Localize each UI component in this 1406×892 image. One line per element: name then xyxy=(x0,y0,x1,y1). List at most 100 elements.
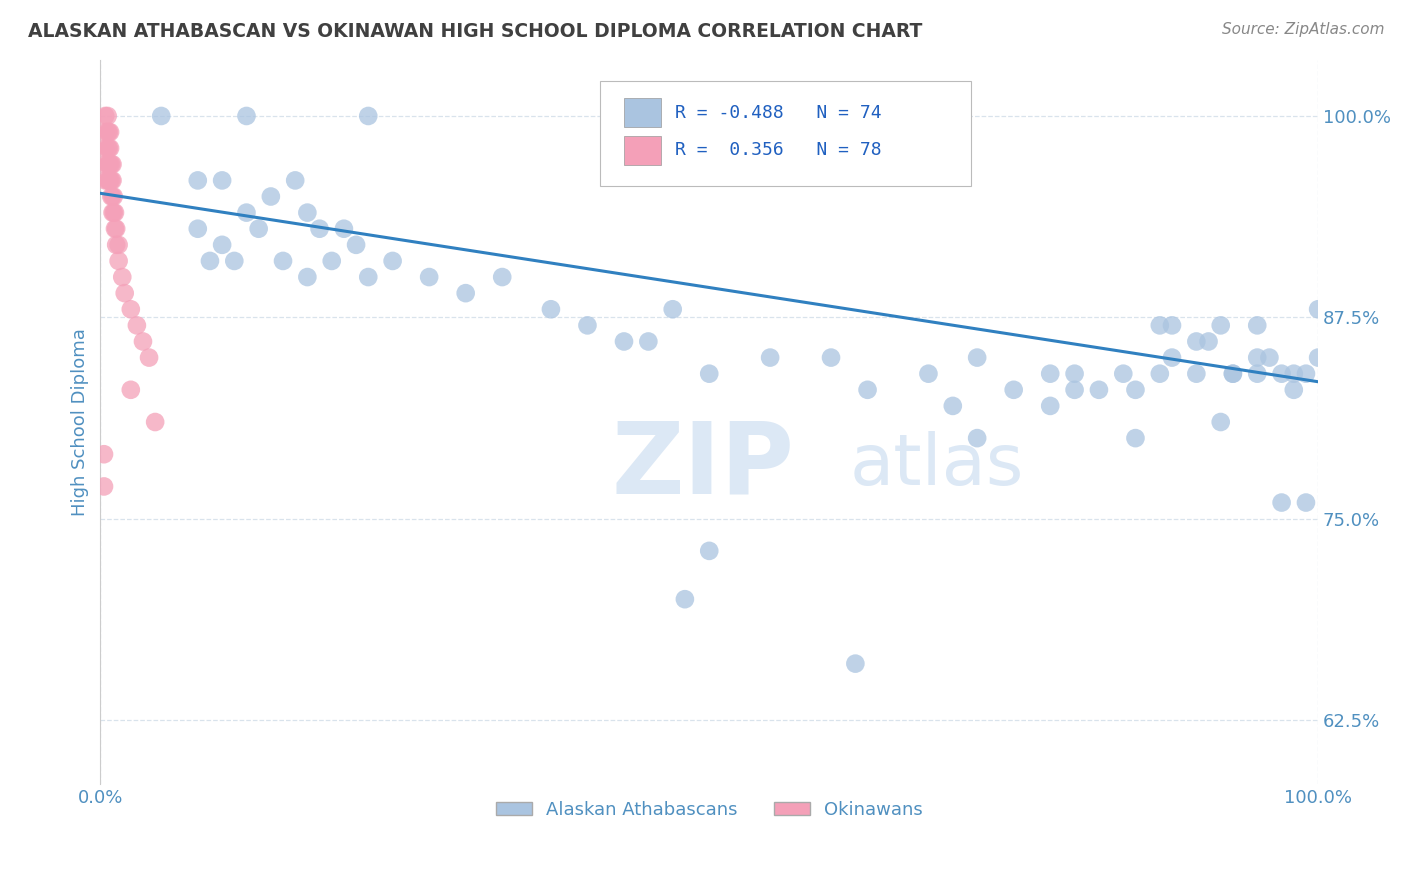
Point xyxy=(235,205,257,219)
Point xyxy=(297,270,319,285)
Point xyxy=(107,254,129,268)
Point xyxy=(94,141,117,155)
Point xyxy=(100,173,122,187)
Point xyxy=(98,125,121,139)
Point xyxy=(1112,367,1135,381)
Point xyxy=(94,109,117,123)
Point xyxy=(540,302,562,317)
Point xyxy=(697,544,720,558)
Point xyxy=(1222,367,1244,381)
Point xyxy=(613,334,636,349)
Point xyxy=(93,479,115,493)
Point xyxy=(1282,383,1305,397)
FancyBboxPatch shape xyxy=(624,136,661,165)
Point xyxy=(454,286,477,301)
Point xyxy=(1295,495,1317,509)
Point xyxy=(211,173,233,187)
Point xyxy=(107,237,129,252)
Point xyxy=(94,157,117,171)
Point xyxy=(103,205,125,219)
Point xyxy=(1185,334,1208,349)
Y-axis label: High School Diploma: High School Diploma xyxy=(72,328,89,516)
Point xyxy=(1063,383,1085,397)
Point xyxy=(1125,383,1147,397)
Text: ZIP: ZIP xyxy=(612,417,794,514)
Point xyxy=(1209,318,1232,333)
Point xyxy=(856,383,879,397)
Point xyxy=(97,141,120,155)
Point xyxy=(97,157,120,171)
Point xyxy=(661,302,683,317)
Point xyxy=(344,237,367,252)
Point xyxy=(132,334,155,349)
Point xyxy=(125,318,148,333)
Point xyxy=(150,109,173,123)
Point xyxy=(97,173,120,187)
Point xyxy=(1308,351,1330,365)
Point xyxy=(97,173,120,187)
Point xyxy=(381,254,404,268)
Point xyxy=(637,334,659,349)
Point xyxy=(357,270,380,285)
Point xyxy=(966,351,988,365)
Point xyxy=(97,109,120,123)
Point xyxy=(120,302,142,317)
Point xyxy=(308,221,330,235)
Point xyxy=(321,254,343,268)
Point xyxy=(1271,367,1294,381)
Point xyxy=(357,109,380,123)
Point xyxy=(101,173,124,187)
Point xyxy=(966,431,988,445)
Point xyxy=(98,157,121,171)
Point xyxy=(491,270,513,285)
Point xyxy=(98,141,121,155)
Point xyxy=(297,205,319,219)
Point xyxy=(120,383,142,397)
Point xyxy=(1039,399,1062,413)
Point xyxy=(1149,367,1171,381)
Point xyxy=(820,351,842,365)
Point xyxy=(94,125,117,139)
FancyBboxPatch shape xyxy=(624,98,661,127)
Point xyxy=(576,318,599,333)
Point xyxy=(1149,318,1171,333)
Point xyxy=(1246,318,1268,333)
Point xyxy=(1209,415,1232,429)
Point xyxy=(260,189,283,203)
Point xyxy=(98,173,121,187)
Point xyxy=(1222,367,1244,381)
Text: ALASKAN ATHABASCAN VS OKINAWAN HIGH SCHOOL DIPLOMA CORRELATION CHART: ALASKAN ATHABASCAN VS OKINAWAN HIGH SCHO… xyxy=(28,22,922,41)
FancyBboxPatch shape xyxy=(599,81,972,186)
Point xyxy=(1161,351,1184,365)
Point xyxy=(697,367,720,381)
Point xyxy=(187,173,209,187)
Point xyxy=(143,415,166,429)
Text: Source: ZipAtlas.com: Source: ZipAtlas.com xyxy=(1222,22,1385,37)
Point xyxy=(1295,367,1317,381)
Legend: Alaskan Athabascans, Okinawans: Alaskan Athabascans, Okinawans xyxy=(488,794,931,826)
Point xyxy=(1282,367,1305,381)
Point xyxy=(101,157,124,171)
Point xyxy=(673,592,696,607)
Point xyxy=(1198,334,1220,349)
Point xyxy=(271,254,294,268)
Point xyxy=(1161,318,1184,333)
Point xyxy=(97,125,120,139)
Point xyxy=(1271,495,1294,509)
Point xyxy=(844,657,866,671)
Text: R =  0.356   N = 78: R = 0.356 N = 78 xyxy=(675,141,882,159)
Point xyxy=(1246,351,1268,365)
Point xyxy=(101,189,124,203)
Point xyxy=(333,221,356,235)
Point xyxy=(114,286,136,301)
Point xyxy=(284,173,307,187)
Point xyxy=(94,173,117,187)
Point xyxy=(100,189,122,203)
Point xyxy=(1246,367,1268,381)
Point xyxy=(198,254,221,268)
Point xyxy=(104,205,127,219)
Point xyxy=(105,221,128,235)
Point xyxy=(1063,367,1085,381)
Point xyxy=(1125,431,1147,445)
Point xyxy=(1258,351,1281,365)
